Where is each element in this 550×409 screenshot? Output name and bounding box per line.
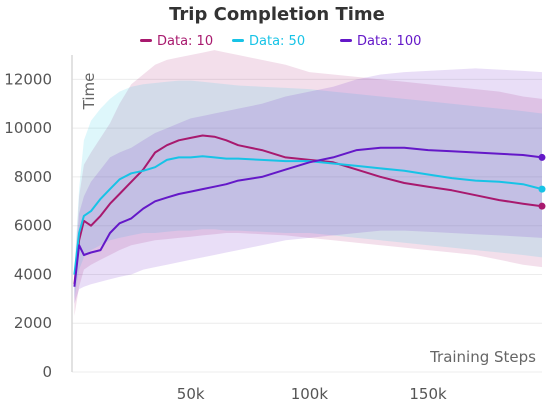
y-tick-label: 4000: [14, 265, 52, 283]
legend-swatch-3: [340, 39, 352, 42]
x-tick-label: 50k: [177, 385, 205, 403]
y-tick-label: 12000: [4, 70, 52, 88]
series-endpoint-2: [538, 185, 546, 193]
y-tick-label: 0: [42, 363, 52, 381]
series-line-1: [73, 134, 543, 285]
series-endpoint-3: [538, 153, 546, 161]
y-axis-label: Time: [80, 73, 98, 111]
y-tick-label: 10000: [4, 119, 52, 137]
legend-label-2: Data: 50: [249, 34, 305, 49]
x-tick-label: 100k: [291, 385, 329, 403]
series-endpoints: [538, 153, 546, 210]
y-tick-label: 2000: [14, 314, 52, 332]
confidence-band-3: [74, 68, 543, 304]
legend-swatch-2: [232, 39, 244, 42]
x-axis-label: Training Steps: [429, 348, 536, 366]
y-axis-ticks: 0 2000 4000 6000 8000 10000 12000: [4, 70, 52, 381]
confidence-band-1: [74, 50, 543, 316]
chart-title: Trip Completion Time: [169, 4, 385, 25]
series-lines: [73, 134, 543, 287]
series-line-3: [73, 146, 543, 287]
legend-label-3: Data: 100: [357, 34, 421, 49]
legend-swatch-1: [140, 39, 152, 42]
x-tick-label: 150k: [409, 385, 447, 403]
grid: [72, 78, 542, 373]
x-axis-ticks: 50k 100k 150k: [177, 385, 447, 403]
legend-label-1: Data: 10: [157, 34, 213, 49]
series-line-2: [73, 155, 543, 275]
confidence-band-2: [74, 80, 543, 299]
y-tick-label: 6000: [14, 217, 52, 235]
series-endpoint-1: [538, 202, 546, 210]
legend: Data: 10 Data: 50 Data: 100: [140, 34, 421, 49]
confidence-bands: [74, 50, 543, 316]
y-tick-label: 8000: [14, 168, 52, 186]
